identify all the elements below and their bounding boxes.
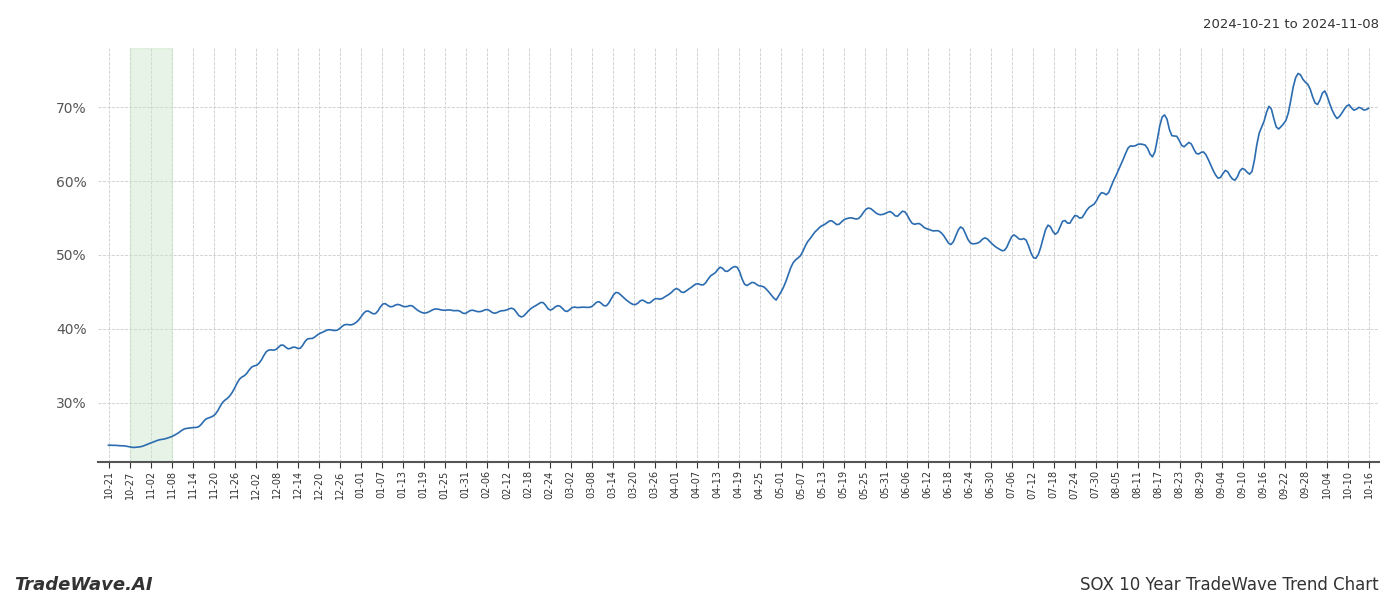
- Text: 2024-10-21 to 2024-11-08: 2024-10-21 to 2024-11-08: [1203, 18, 1379, 31]
- Bar: [130, 48, 172, 462]
- Text: TradeWave.AI: TradeWave.AI: [14, 576, 153, 594]
- Text: SOX 10 Year TradeWave Trend Chart: SOX 10 Year TradeWave Trend Chart: [1081, 576, 1379, 594]
